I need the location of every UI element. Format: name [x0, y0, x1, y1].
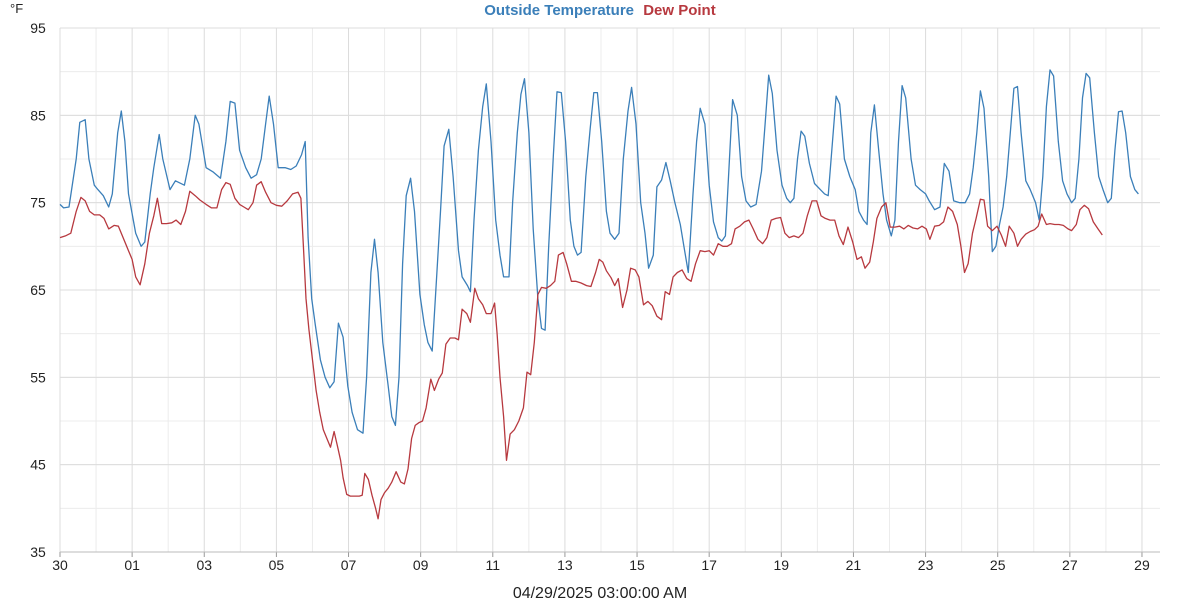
x-axis-caption: 04/29/2025 03:00:00 AM — [513, 585, 687, 600]
y-tick-label: 45 — [30, 457, 46, 473]
x-tick-label: 25 — [990, 557, 1006, 573]
x-tick-label: 21 — [846, 557, 862, 573]
x-tick-label: 27 — [1062, 557, 1078, 573]
x-tick-label: 29 — [1134, 557, 1150, 573]
x-tick-label: 17 — [701, 557, 717, 573]
x-tick-label: 13 — [557, 557, 573, 573]
y-axis-ticks: 35 45 55 65 75 85 95 — [30, 20, 46, 560]
y-axis-unit-label: °F — [10, 1, 23, 16]
x-tick-label: 30 — [52, 557, 68, 573]
x-tick-label: 01 — [124, 557, 140, 573]
series-line-dew-point — [59, 181, 1103, 520]
legend-text: Outside Temperature Dew Point — [484, 2, 715, 19]
y-tick-label: 85 — [30, 107, 46, 123]
x-tick-label: 09 — [413, 557, 429, 573]
x-axis-ticks: 30 01 03 05 07 09 11 13 15 17 19 21 23 25 27 29 — [52, 551, 1160, 573]
y-tick-label: 35 — [30, 544, 46, 560]
grid-major — [59, 27, 1160, 553]
chart-legend: Outside Temperature Dew Point — [484, 2, 715, 19]
x-tick-label: 11 — [486, 557, 501, 573]
series-line-outside-temperature — [59, 69, 1139, 434]
x-tick-label: 03 — [196, 557, 212, 573]
x-tick-label: 05 — [269, 557, 285, 573]
series-layer — [59, 69, 1139, 520]
y-tick-label: 75 — [30, 195, 46, 211]
x-tick-label: 15 — [629, 557, 645, 573]
x-tick-label: 19 — [774, 557, 790, 573]
x-tick-label: 23 — [918, 557, 934, 573]
legend-entry-dew-point: Dew Point — [643, 2, 716, 19]
y-tick-label: 65 — [30, 282, 46, 298]
x-tick-label: 07 — [341, 557, 357, 573]
y-tick-label: 55 — [30, 369, 46, 385]
legend-entry-outside-temperature: Outside Temperature — [484, 2, 634, 19]
y-tick-label: 95 — [30, 20, 46, 36]
